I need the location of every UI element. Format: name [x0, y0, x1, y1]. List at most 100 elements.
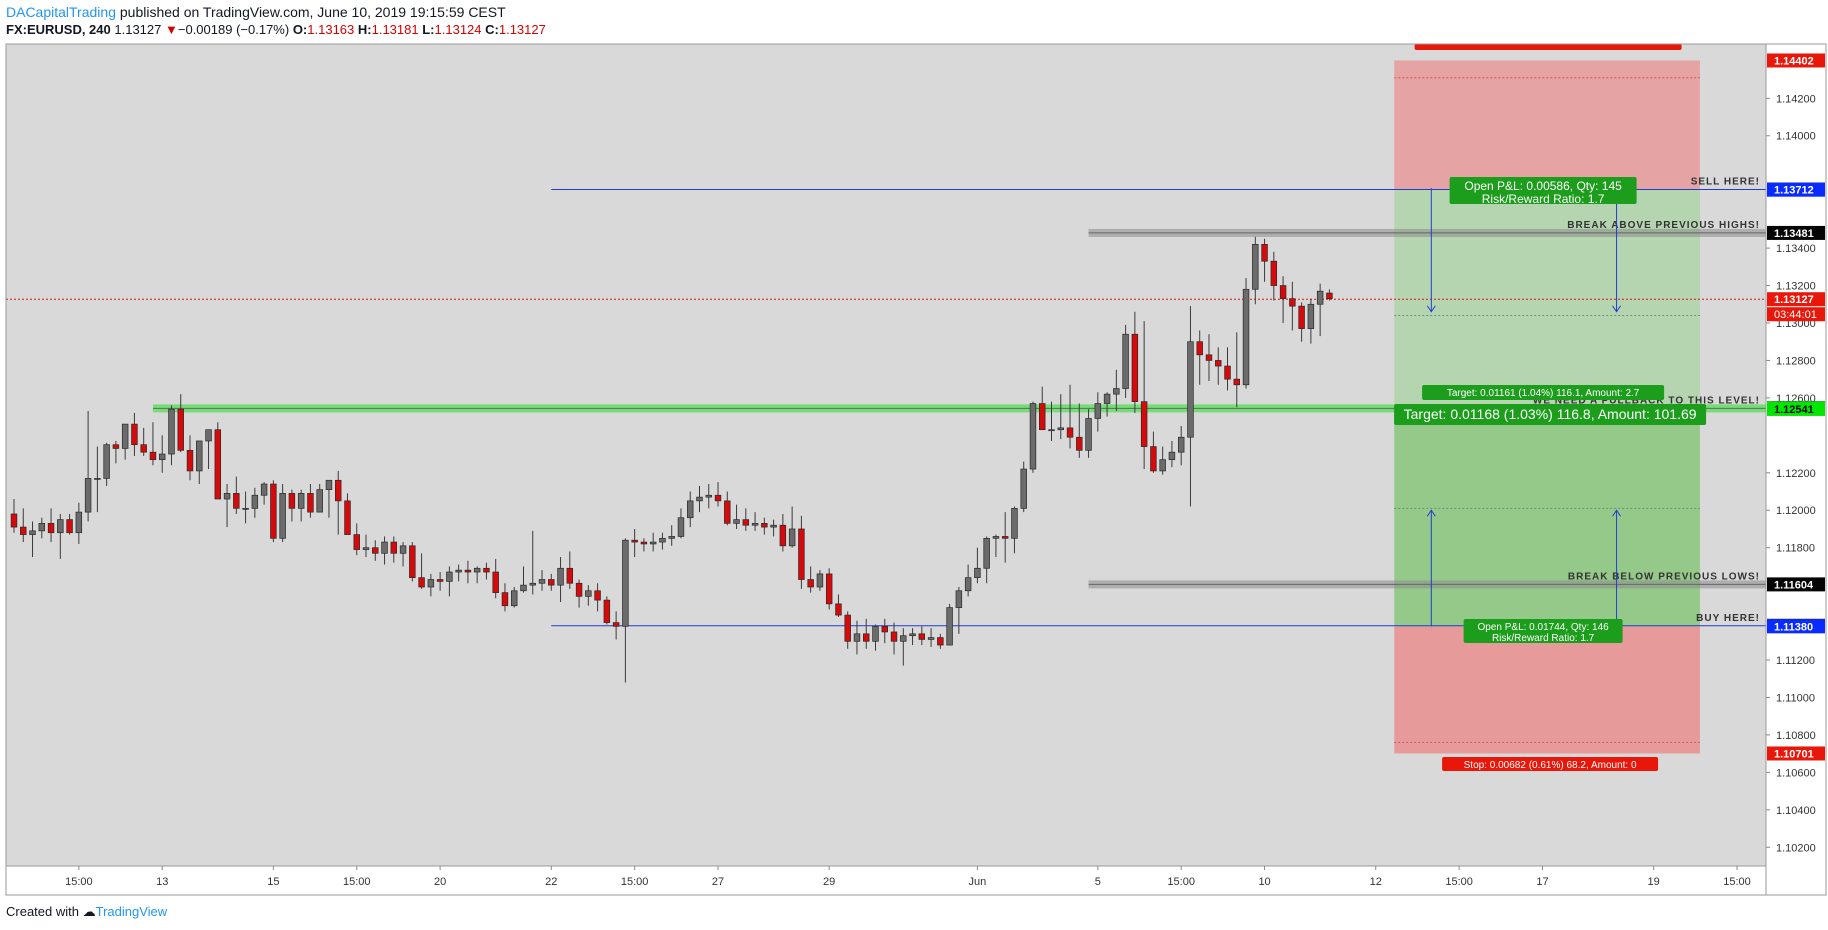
- price-badge: [1767, 577, 1825, 592]
- change-value: −0.00189 (−0.17%): [177, 22, 290, 37]
- candle-body: [853, 633, 861, 642]
- price-badge-label: 1.14402: [1774, 55, 1814, 67]
- time-tick-label: 15: [267, 876, 279, 888]
- candle-body: [1326, 292, 1333, 300]
- candle-body: [659, 537, 666, 543]
- candle-body: [427, 579, 435, 588]
- candle-body: [1279, 285, 1287, 300]
- candle-body: [594, 590, 601, 601]
- author-link[interactable]: DACapitalTrading: [6, 4, 116, 20]
- tradingview-logo-icon: ☁: [82, 904, 96, 919]
- candle-body: [733, 519, 740, 524]
- candle-body: [399, 545, 407, 554]
- candle-body: [168, 408, 175, 455]
- candle-body: [501, 592, 509, 607]
- candle-body: [75, 511, 83, 534]
- candle-body: [94, 478, 101, 480]
- candle-body: [297, 493, 305, 509]
- arrow-head: [1426, 509, 1436, 517]
- candle-body: [538, 579, 546, 584]
- candle-body: [149, 451, 157, 461]
- long-target-zone: [1394, 408, 1700, 627]
- close-value: 1.13127: [498, 22, 546, 37]
- candle-body: [177, 408, 184, 451]
- candle-body: [816, 573, 824, 588]
- candle-body: [334, 479, 342, 502]
- candle-body: [103, 444, 110, 479]
- price-tick-label: 1.14200: [1776, 93, 1816, 105]
- candle-body: [325, 479, 333, 490]
- candle-body: [1307, 303, 1315, 329]
- candle-body: [918, 633, 926, 640]
- price-tick-label: 1.14000: [1776, 131, 1816, 143]
- arrow-head: [1612, 305, 1621, 313]
- short-pnl-box: [1449, 177, 1637, 204]
- candle-body: [1242, 288, 1250, 386]
- candle-body: [677, 517, 685, 537]
- time-tick-label: 12: [1370, 876, 1382, 888]
- candle-body: [344, 500, 351, 535]
- countdown-label: 03:44:01: [1774, 309, 1817, 321]
- candle-body: [1113, 388, 1120, 395]
- open-value: 1.13163: [307, 22, 355, 37]
- level-label: BUY HERE!: [1696, 613, 1760, 624]
- candle-body: [1270, 260, 1278, 286]
- time-tick-label: 15:00: [65, 876, 93, 888]
- candle-body: [909, 633, 916, 637]
- candle-body: [1289, 298, 1296, 307]
- candle-body: [807, 579, 814, 588]
- candle-body: [473, 567, 481, 573]
- price-badge: [1767, 401, 1825, 416]
- short-target-box: [1394, 404, 1707, 425]
- candle-body: [900, 635, 907, 642]
- candle-body: [881, 625, 888, 633]
- candle-body: [751, 522, 759, 526]
- price-badge-label: 1.11604: [1774, 579, 1814, 591]
- time-tick-label: 15:00: [343, 876, 371, 888]
- candle-body: [835, 603, 842, 616]
- symbol-label: FX:EURUSD, 240: [6, 22, 111, 37]
- level-label: BREAK ABOVE PREVIOUS HIGHS!: [1567, 220, 1760, 231]
- short-stop-label-box: [1414, 44, 1682, 50]
- price-tick-label: 1.10400: [1776, 805, 1816, 817]
- candle-body: [779, 524, 787, 547]
- time-tick-label: 20: [434, 876, 446, 888]
- low-label: L:: [422, 22, 435, 37]
- last-price: 1.13127: [114, 22, 162, 37]
- candle-body: [1233, 378, 1240, 386]
- long-pnl-box: [1463, 619, 1623, 643]
- candle-body: [983, 537, 990, 569]
- candle-body: [1020, 468, 1027, 509]
- candle-body: [29, 530, 36, 535]
- candle-body: [455, 569, 462, 573]
- price-badge-label: 1.10701: [1774, 748, 1814, 760]
- close-label: C:: [485, 22, 499, 37]
- price-tick-label: 1.11000: [1776, 692, 1815, 704]
- arrow-head: [1612, 509, 1621, 517]
- candle-body: [186, 449, 194, 472]
- candle-body: [770, 524, 777, 528]
- candle-body: [1187, 341, 1194, 438]
- candle-body: [57, 519, 64, 534]
- candle-body: [1252, 244, 1259, 290]
- candle-body: [1159, 459, 1166, 472]
- tradingview-link[interactable]: TradingView: [95, 904, 168, 919]
- symbol-legend: FX:EURUSD, 240 1.13127 ▼−0.00189 (−0.17%…: [6, 22, 546, 37]
- candle-body: [705, 494, 712, 498]
- price-badge-label: 1.12541: [1774, 404, 1814, 416]
- candle-body: [585, 590, 592, 597]
- candle-body: [1168, 451, 1176, 461]
- candle-body: [1196, 341, 1203, 356]
- candle-body: [1122, 333, 1129, 389]
- price-tick-label: 1.10200: [1776, 842, 1816, 854]
- price-badge: [1767, 292, 1825, 307]
- price-badge-label: 1.11380: [1774, 621, 1813, 633]
- candle-body: [631, 539, 638, 543]
- candle-body: [418, 577, 425, 588]
- candle-body: [483, 567, 490, 573]
- candle-body: [566, 567, 574, 584]
- long-stop-zone: [1394, 626, 1700, 754]
- created-with-text: Created with: [6, 904, 79, 919]
- candle-body: [511, 590, 518, 607]
